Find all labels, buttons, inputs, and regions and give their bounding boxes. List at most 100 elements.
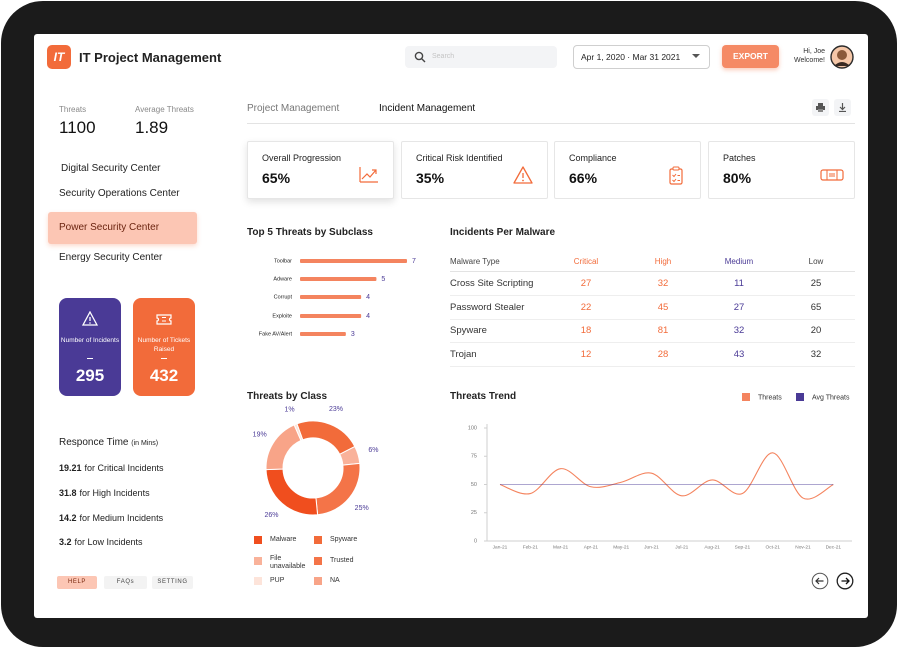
logo-text: IT (53, 50, 65, 64)
app-title: IT Project Management (79, 50, 222, 65)
nav-item[interactable]: Energy Security Center (59, 252, 163, 263)
table-cell: 27 (580, 278, 592, 289)
table-cell: Password Stealer (450, 302, 525, 313)
logo (47, 45, 71, 69)
stat-value: 1100 (59, 118, 96, 137)
table-rule (450, 342, 855, 343)
nav-active-bg (48, 212, 197, 244)
table-rule (450, 295, 855, 296)
table-header: Critical (573, 257, 599, 266)
table-title: Incidents Per Malware (450, 227, 556, 238)
footer-button[interactable]: FAQs (104, 576, 147, 589)
kpi-value: 35% (416, 170, 445, 186)
kpi-value: 80% (723, 170, 752, 186)
table-cell: 27 (733, 302, 745, 313)
kpi-label: Compliance (569, 153, 617, 163)
stat-value: 1.89 (135, 118, 169, 137)
prev-button[interactable] (811, 572, 829, 590)
date-range: Apr 1, 2020 · Mar 31 2021 (581, 52, 681, 62)
tile-divider (161, 358, 167, 359)
table-cell: 45 (657, 302, 669, 313)
response-label: for Medium Incidents (79, 513, 164, 523)
next-button[interactable] (836, 572, 854, 590)
tab[interactable]: Incident Management (379, 103, 476, 114)
table-cell: 22 (580, 302, 592, 313)
response-value: 19.21 (59, 463, 82, 473)
tile-label: Number of Tickets Raised (137, 337, 191, 353)
tile-divider (87, 358, 93, 359)
table-cell: 20 (810, 325, 822, 336)
stat-label: Average Threats (135, 105, 194, 114)
tile-value: 295 (75, 366, 105, 385)
response-label: for Low Incidents (74, 537, 143, 547)
table-cell: 28 (657, 349, 669, 360)
table-rule (450, 366, 855, 367)
table-cell: 65 (810, 302, 822, 313)
table-rule (450, 271, 855, 272)
legend-label: Spyware (330, 536, 358, 543)
print-icon (816, 103, 825, 112)
tile-label: Number of Incidents (60, 337, 120, 344)
table-cell: 18 (580, 325, 592, 336)
kpi-label: Overall Progression (262, 153, 342, 163)
tab[interactable]: Project Management (247, 103, 340, 114)
nav-item[interactable]: Digital Security Center (61, 163, 161, 174)
greeting: Hi, Joe (803, 48, 825, 55)
line-chart-title: Threats Trend (450, 391, 517, 402)
kpi-value: 65% (262, 170, 291, 186)
kpi-label: Critical Risk Identified (416, 153, 503, 163)
tile-value: 432 (149, 366, 179, 385)
response-value: 3.2 (59, 537, 72, 547)
search-placeholder: Search (432, 53, 455, 60)
legend-label: PUP (270, 577, 285, 584)
kpi-card (401, 141, 548, 199)
kpi-icon (669, 166, 683, 185)
table-cell: 32 (733, 325, 745, 336)
table-header: Low (808, 257, 824, 266)
table-header: High (654, 257, 672, 266)
table-cell: Trojan (450, 349, 477, 360)
kpi-icon (820, 169, 844, 181)
legend-label: Malware (270, 536, 297, 543)
table-cell: Cross Site Scripting (450, 278, 534, 289)
footer-button[interactable]: HELP (57, 576, 97, 589)
table-cell: 32 (810, 349, 822, 360)
response-item: 19.21 for Critical Incidents (59, 463, 164, 473)
donut-chart-title: Threats by Class (247, 391, 328, 402)
legend-label: Trusted (330, 557, 354, 564)
nav-item[interactable]: Security Operations Center (59, 188, 180, 199)
tile-icon (156, 314, 172, 325)
search-box[interactable] (405, 46, 557, 68)
table-cell: 11 (734, 278, 744, 289)
date-picker[interactable] (573, 45, 710, 69)
download-icon (839, 103, 846, 112)
export-button[interactable]: EXPORT (722, 45, 779, 68)
bar-chart-title: Top 5 Threats by Subclass (247, 227, 373, 238)
table-cell: 81 (657, 325, 669, 336)
response-label: for Critical Incidents (84, 463, 164, 473)
table-cell: 43 (733, 349, 745, 360)
response-item: 14.2 for Medium Incidents (59, 513, 163, 523)
kpi-value: 66% (569, 170, 598, 186)
table-cell: Spyware (450, 325, 487, 336)
legend-label: File unavailable (270, 555, 306, 570)
nav-item[interactable]: Power Security Center (59, 222, 160, 233)
legend-label: NA (330, 577, 340, 584)
tile[interactable] (59, 298, 121, 396)
footer-button[interactable]: SETTING (152, 576, 193, 589)
kpi-icon (359, 167, 378, 183)
avatar[interactable] (830, 45, 854, 69)
response-item: 31.8 for High Incidents (59, 488, 150, 498)
search-icon (414, 51, 426, 63)
response-title: Responce Time (in Mins) (59, 437, 158, 448)
tile[interactable] (133, 298, 195, 396)
response-label: for High Incidents (79, 488, 150, 498)
tab-underline (247, 123, 855, 124)
table-cell: 25 (810, 278, 822, 289)
kpi-label: Patches (723, 153, 756, 163)
welcome: Welcome! (794, 57, 825, 64)
table-cell: 12 (580, 349, 592, 360)
table-cell: 32 (657, 278, 669, 289)
response-value: 31.8 (59, 488, 77, 498)
